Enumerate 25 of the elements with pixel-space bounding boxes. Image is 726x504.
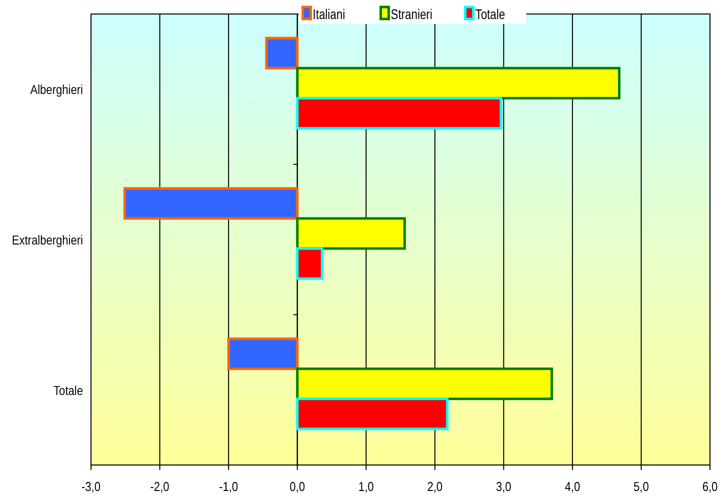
y-tick-label: Totale [54,382,84,398]
x-tick-label: -2,0 [150,479,170,494]
x-tick-label: 1,0 [358,479,374,494]
x-tick-label: 0,0 [290,479,306,494]
y-tick-label: Alberghieri [30,82,83,98]
legend-label: Stranieri [390,6,432,22]
x-tick-label: 5,0 [634,479,650,494]
x-tick-label: -1,0 [219,479,238,494]
bar [296,217,406,250]
legend-label: Italiani [312,6,346,22]
x-tick-label: 6,0 [702,479,718,494]
bar [265,36,299,70]
bar [296,398,449,430]
x-tick-label: 4,0 [564,479,580,494]
y-tick-label: Extralberghieri [12,232,83,248]
x-tick-label: -3,0 [81,479,101,494]
bar [227,337,299,370]
bar [296,66,620,100]
x-tick-label: 3,0 [496,479,512,494]
bar [296,247,324,280]
legend-label: Totale [475,6,506,22]
x-tick-label: 2,0 [427,479,443,494]
bar [123,187,299,220]
bar [296,368,554,400]
bar [296,96,502,130]
